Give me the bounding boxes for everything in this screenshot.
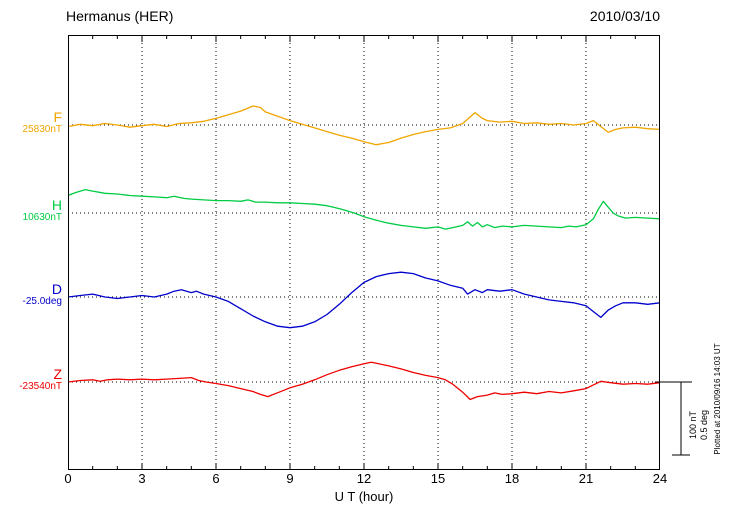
- series-label-F: F 25830nT: [0, 110, 62, 135]
- series-name-D: D: [51, 281, 62, 297]
- x-axis-tick-labels: 0 3 6 9 12 15 18 21 24: [0, 471, 730, 487]
- trace-Z: [68, 361, 660, 401]
- series-label-H: H 10630nT: [0, 198, 62, 223]
- series-baseline-H: 10630nT: [22, 211, 62, 223]
- scale-bar-deg-label: 0.5 deg: [699, 410, 709, 440]
- series-label-Z: Z -23540nT: [0, 367, 62, 392]
- scale-bar: 100 nT 0.5 deg: [655, 381, 709, 456]
- page-title: Hermanus (HER): [66, 8, 174, 24]
- magnetogram-plot: [68, 35, 660, 470]
- trace-H: [68, 188, 660, 230]
- scale-bar-nt-label: 100 nT: [688, 410, 698, 439]
- x-tick-label: 21: [578, 471, 594, 486]
- x-tick-label: 0: [64, 471, 72, 486]
- x-tick-label: 15: [430, 471, 446, 486]
- x-tick-label: 6: [212, 471, 220, 486]
- series-name-H: H: [51, 197, 62, 213]
- series-baseline-F: 25830nT: [22, 123, 62, 135]
- series-name-F: F: [53, 109, 62, 125]
- plotted-at-note: Plotted at 2010/09/16 14:03 UT: [713, 343, 722, 455]
- date-label: 2010/03/10: [589, 8, 660, 24]
- x-tick-label: 12: [356, 471, 372, 486]
- x-tick-label: 3: [138, 471, 146, 486]
- x-axis-label: U T (hour): [334, 489, 394, 504]
- series-baseline-Z: -23540nT: [19, 380, 62, 392]
- trace-F: [68, 105, 660, 146]
- x-tick-label: 18: [504, 471, 520, 486]
- trace-D: [68, 271, 660, 329]
- series-baseline-D: -25.0deg: [22, 295, 62, 307]
- plot-frame: [68, 35, 660, 470]
- x-tick-label: 9: [286, 471, 294, 486]
- x-tick-label: 24: [652, 471, 668, 486]
- series-name-Z: Z: [53, 366, 62, 382]
- series-label-D: D -25.0deg: [0, 282, 62, 307]
